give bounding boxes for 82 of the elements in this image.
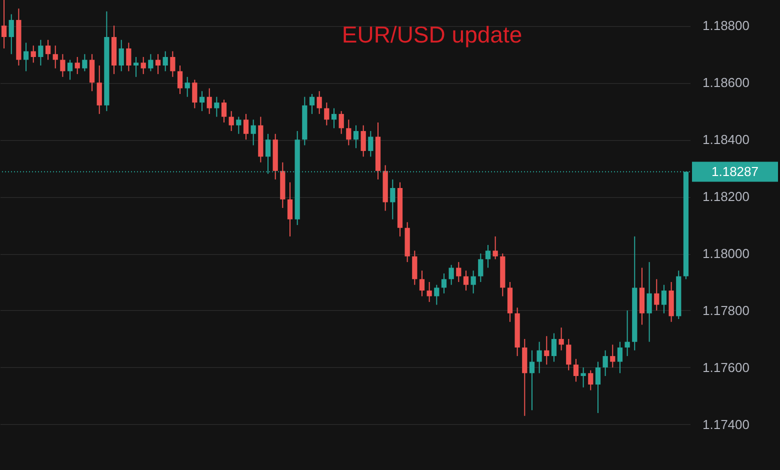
candlestick <box>221 99 227 123</box>
candlestick <box>470 270 476 294</box>
candlestick <box>544 336 550 366</box>
candlestick <box>133 56 139 78</box>
candlestick <box>602 350 608 376</box>
candlestick <box>595 361 601 414</box>
y-tick-label: 1.17800 <box>702 302 750 318</box>
text: EUR/USD update <box>342 22 522 48</box>
candlestick <box>610 344 616 368</box>
candlestick <box>492 236 498 260</box>
candlestick <box>617 341 623 374</box>
candlestick <box>1 0 7 49</box>
candlestick <box>412 250 418 286</box>
candlestick <box>661 284 667 314</box>
candlestick <box>654 278 660 311</box>
candlestick <box>426 282 432 302</box>
candlestick <box>126 42 132 72</box>
candlestick <box>155 54 161 75</box>
candlestick <box>441 272 447 294</box>
candlestick <box>184 76 190 98</box>
candlestick <box>287 182 293 237</box>
candlestick <box>646 262 652 342</box>
y-tick-label: 1.18600 <box>702 75 750 90</box>
candlestick <box>177 65 183 94</box>
candlestick <box>434 284 440 306</box>
candlestick <box>368 130 374 158</box>
candlestick <box>140 56 146 75</box>
candlestick <box>309 94 315 114</box>
candlestick <box>243 113 249 140</box>
candlestick <box>485 244 491 268</box>
y-tick-label: 1.18400 <box>702 132 750 148</box>
candlestick <box>580 366 586 388</box>
candlestick <box>96 65 102 114</box>
candlestick <box>170 50 176 78</box>
candlestick <box>82 54 88 72</box>
candlestick <box>566 338 572 371</box>
candlestick <box>456 262 462 282</box>
y-tick-label: 1.18000 <box>702 246 750 262</box>
candlestick <box>162 50 168 72</box>
candlestick <box>331 108 337 129</box>
y-tick-label: 1.17600 <box>702 360 750 375</box>
candlestick <box>353 124 359 149</box>
candlestick <box>60 54 66 78</box>
candlestick <box>529 350 535 411</box>
candlestick <box>250 119 256 146</box>
candlestick <box>588 370 594 391</box>
candlestick <box>316 90 322 114</box>
candlestick <box>206 88 212 114</box>
candlestick <box>551 332 557 362</box>
candlestick <box>558 327 564 351</box>
ref-line-label: 1.18287 <box>712 164 758 179</box>
candlestick <box>52 45 58 69</box>
candlestick <box>89 54 95 92</box>
candlestick <box>346 119 352 146</box>
candlestick <box>390 178 396 220</box>
candlestick <box>573 358 579 382</box>
candlestick <box>536 341 542 374</box>
candlestick <box>624 310 630 357</box>
candlestick <box>236 116 242 134</box>
y-tick-label: 1.18800 <box>702 18 750 34</box>
candlestick <box>38 39 44 66</box>
candlestick <box>478 253 484 282</box>
candlestick <box>214 96 220 118</box>
y-tick-label: 1.18200 <box>702 189 750 204</box>
candlestick <box>23 42 29 72</box>
candlestick <box>338 110 344 134</box>
y-tick-label: 1.17400 <box>702 416 750 432</box>
candlestick <box>324 102 330 126</box>
candlestick <box>30 45 36 64</box>
candlestick <box>360 124 366 158</box>
candlestick <box>228 110 234 132</box>
candlestick <box>67 59 73 80</box>
candlestick <box>448 264 454 286</box>
candlestick <box>8 14 14 55</box>
candlestick <box>45 39 51 60</box>
candlestick <box>118 39 124 72</box>
candlestick <box>192 79 198 109</box>
candlestick <box>199 90 205 112</box>
candlestick <box>463 270 469 292</box>
candlestick <box>148 54 154 72</box>
candlestick <box>419 270 425 297</box>
candlestick <box>74 56 80 75</box>
